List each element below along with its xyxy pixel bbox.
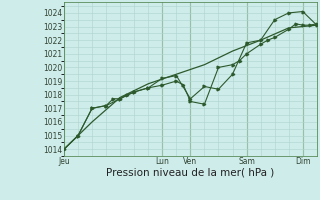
X-axis label: Pression niveau de la mer( hPa ): Pression niveau de la mer( hPa ) [106,168,275,178]
